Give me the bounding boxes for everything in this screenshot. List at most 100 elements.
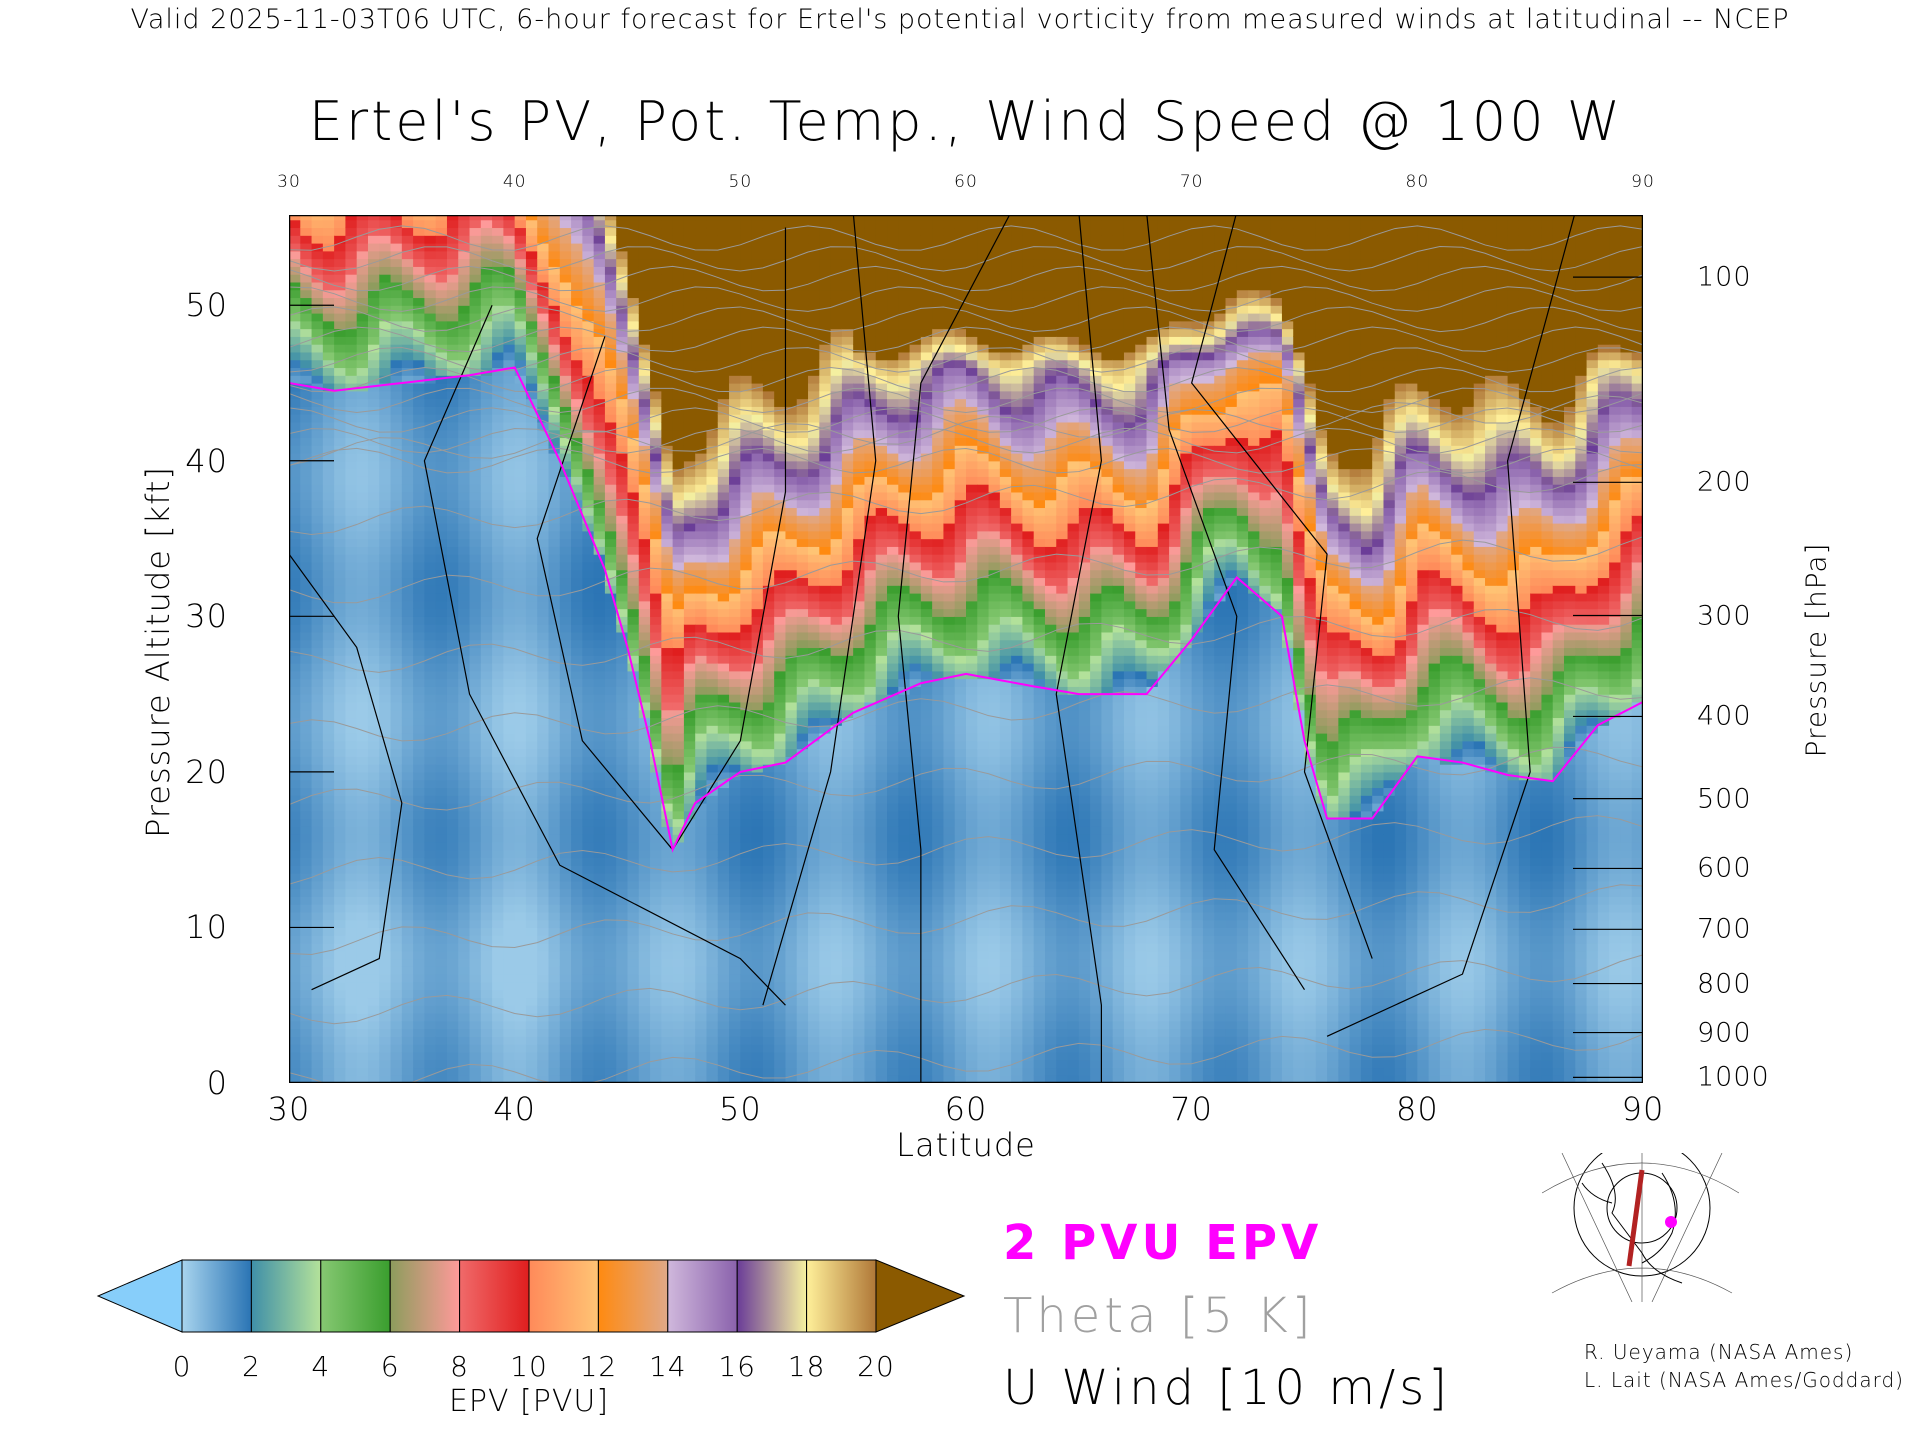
epv-cell — [480, 670, 493, 680]
epv-cell — [435, 593, 448, 602]
epv-cell — [345, 484, 358, 493]
epv-cell — [367, 608, 380, 617]
epv-cell — [672, 624, 685, 633]
epv-cell — [559, 943, 572, 952]
epv-cell — [616, 468, 629, 477]
epv-cell — [616, 943, 629, 952]
epv-cell — [604, 484, 617, 493]
epv-cell — [469, 336, 482, 345]
epv-cell — [413, 748, 425, 757]
epv-cell — [661, 647, 674, 656]
epv-cell — [582, 943, 595, 952]
epv-cell — [289, 1067, 301, 1076]
epv-cell — [334, 849, 347, 859]
epv-cell — [503, 795, 516, 804]
epv-cell — [503, 289, 516, 299]
epv-cell — [695, 538, 708, 547]
epv-cell — [413, 1013, 425, 1022]
epv-cell — [492, 981, 504, 991]
epv-cell — [661, 1075, 674, 1083]
epv-cell — [638, 997, 651, 1006]
epv-cell — [672, 748, 685, 757]
epv-cell — [548, 686, 561, 695]
epv-cell — [548, 911, 561, 921]
epv-cell — [762, 297, 775, 306]
epv-cell — [582, 600, 595, 610]
epv-cell — [401, 1075, 414, 1083]
epv-cell — [300, 966, 313, 975]
epv-cell — [683, 429, 696, 439]
epv-cell — [413, 460, 425, 470]
epv-cell — [774, 966, 787, 975]
epv-cell — [367, 344, 380, 353]
epv-cell — [435, 515, 448, 524]
epv-cell — [751, 1028, 764, 1037]
epv-cell — [751, 663, 764, 672]
epv-cell — [379, 927, 392, 936]
epv-cell — [604, 215, 617, 221]
epv-cell — [469, 841, 482, 851]
epv-cell — [762, 328, 775, 337]
epv-cell — [334, 1020, 347, 1030]
epv-cell — [458, 585, 471, 594]
epv-cell — [683, 445, 696, 454]
epv-cell — [356, 624, 369, 633]
epv-cell — [785, 997, 798, 1006]
epv-cell — [492, 950, 504, 960]
epv-cell — [559, 1013, 572, 1022]
epv-cell — [334, 1036, 347, 1045]
epv-cell — [289, 958, 301, 967]
epv-cell — [695, 569, 708, 579]
epv-cell — [774, 328, 787, 337]
epv-cell — [345, 616, 358, 625]
epv-cell — [480, 585, 493, 594]
epv-cell — [627, 935, 640, 944]
epv-cell — [503, 678, 516, 687]
epv-cell — [582, 1005, 595, 1014]
epv-cell — [311, 694, 324, 703]
epv-cell — [762, 927, 775, 936]
epv-cell — [334, 243, 347, 252]
epv-cell — [424, 958, 437, 967]
epv-cell — [458, 258, 471, 267]
epv-cell — [311, 227, 324, 236]
epv-cell — [616, 787, 629, 796]
epv-cell — [604, 383, 617, 392]
epv-cell — [492, 670, 504, 680]
epv-cell — [774, 1051, 787, 1061]
epv-cell — [503, 608, 516, 617]
epv-cell — [480, 834, 493, 843]
epv-cell — [356, 1013, 369, 1022]
epv-cell — [593, 507, 606, 516]
epv-cell — [650, 958, 662, 967]
epv-cell — [300, 215, 313, 221]
epv-cell — [717, 305, 730, 314]
epv-cell — [334, 686, 347, 695]
epv-cell — [638, 367, 651, 376]
epv-cell — [379, 865, 392, 874]
epv-cell — [627, 896, 640, 905]
epv-cell — [492, 647, 504, 656]
epv-cell — [559, 997, 572, 1006]
epv-cell — [627, 1067, 640, 1076]
epv-cell — [514, 1020, 527, 1030]
epv-cell — [616, 1005, 629, 1014]
epv-cell — [413, 694, 425, 703]
epv-cell — [683, 421, 696, 431]
epv-cell — [480, 810, 493, 820]
epv-cell — [435, 429, 448, 439]
epv-cell — [401, 873, 414, 882]
epv-cell — [480, 989, 493, 999]
epv-cell — [424, 655, 437, 664]
epv-cell — [480, 631, 493, 641]
epv-cell — [469, 351, 482, 361]
epv-cell — [458, 297, 471, 306]
epv-cell — [300, 608, 313, 617]
epv-cell — [559, 647, 572, 656]
epv-cell — [503, 1013, 516, 1022]
epv-cell — [717, 320, 730, 330]
epv-cell — [548, 375, 561, 384]
epv-cell — [740, 795, 753, 804]
epv-cell — [672, 554, 685, 563]
epv-cell — [492, 336, 504, 345]
